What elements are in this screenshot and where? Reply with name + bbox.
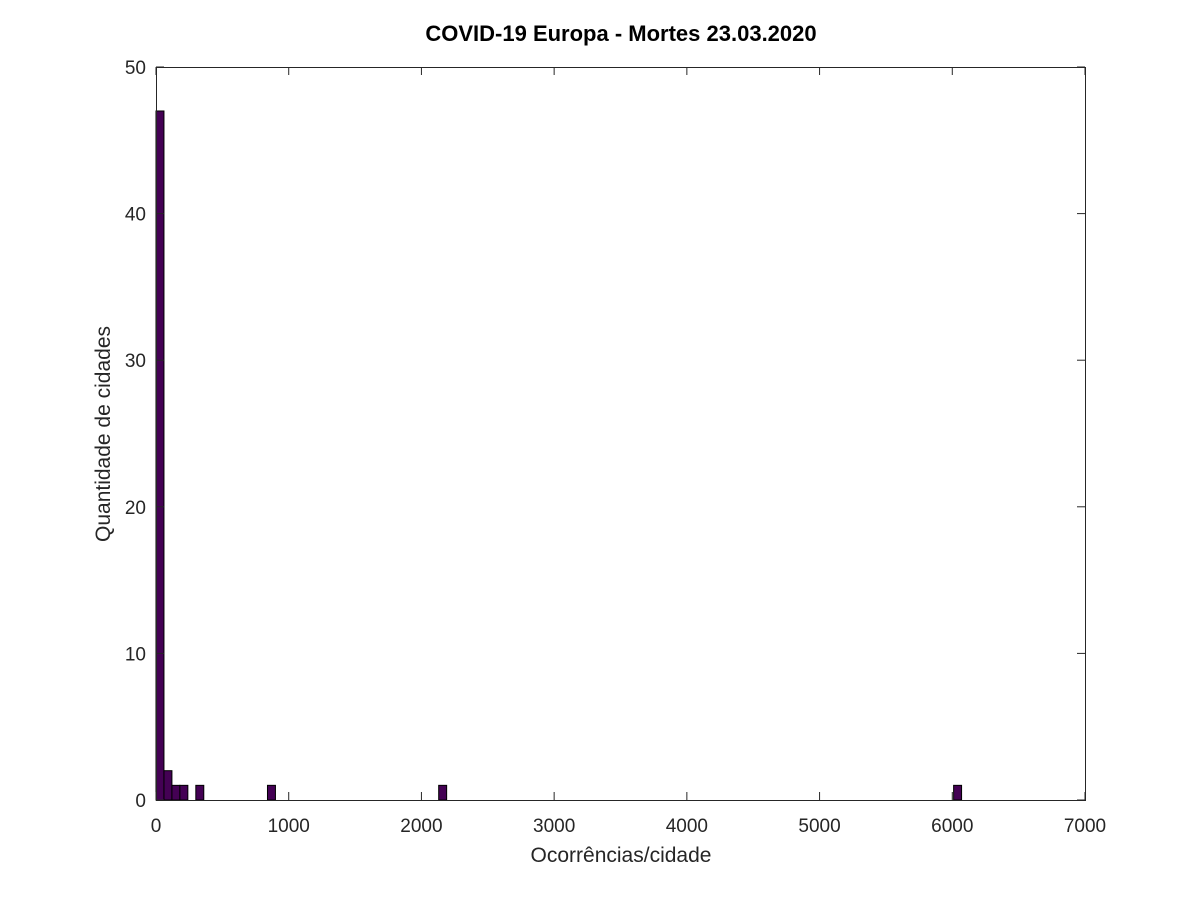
x-axis-label: Ocorrências/cidade (531, 844, 712, 867)
y-tick-label: 10 (125, 644, 146, 665)
x-tick-label: 2000 (400, 816, 442, 837)
y-axis-label: Quantidade de cidades (92, 326, 115, 542)
x-tick-label: 6000 (931, 816, 973, 837)
y-tick-label: 40 (125, 205, 146, 226)
histogram-bar (163, 770, 173, 801)
y-tick-label: 0 (135, 791, 146, 812)
histogram-bar (179, 784, 189, 801)
histogram-bar (953, 784, 963, 801)
bars-group (155, 110, 963, 801)
histogram-bar (155, 110, 165, 801)
chart-title: COVID-19 Europa - Mortes 23.03.2020 (425, 21, 816, 46)
x-tick-label: 5000 (798, 816, 840, 837)
histogram-bar (266, 784, 276, 801)
y-axis-ticks: 0 10 20 30 40 50 (125, 58, 1085, 812)
x-tick-label: 0 (151, 816, 162, 837)
histogram-bar (195, 784, 205, 801)
x-tick-label: 3000 (533, 816, 575, 837)
histogram-bar (171, 784, 181, 801)
x-tick-label: 1000 (268, 816, 310, 837)
y-tick-label: 30 (125, 351, 146, 372)
y-tick-label: 50 (125, 58, 146, 79)
x-axis-ticks: 0 1000 2000 3000 4000 5000 6000 7000 (151, 67, 1106, 837)
histogram-bar (438, 784, 448, 801)
plot-frame (156, 67, 1086, 801)
y-tick-label: 20 (125, 498, 146, 519)
x-tick-label: 7000 (1064, 816, 1106, 837)
x-tick-label: 4000 (666, 816, 708, 837)
